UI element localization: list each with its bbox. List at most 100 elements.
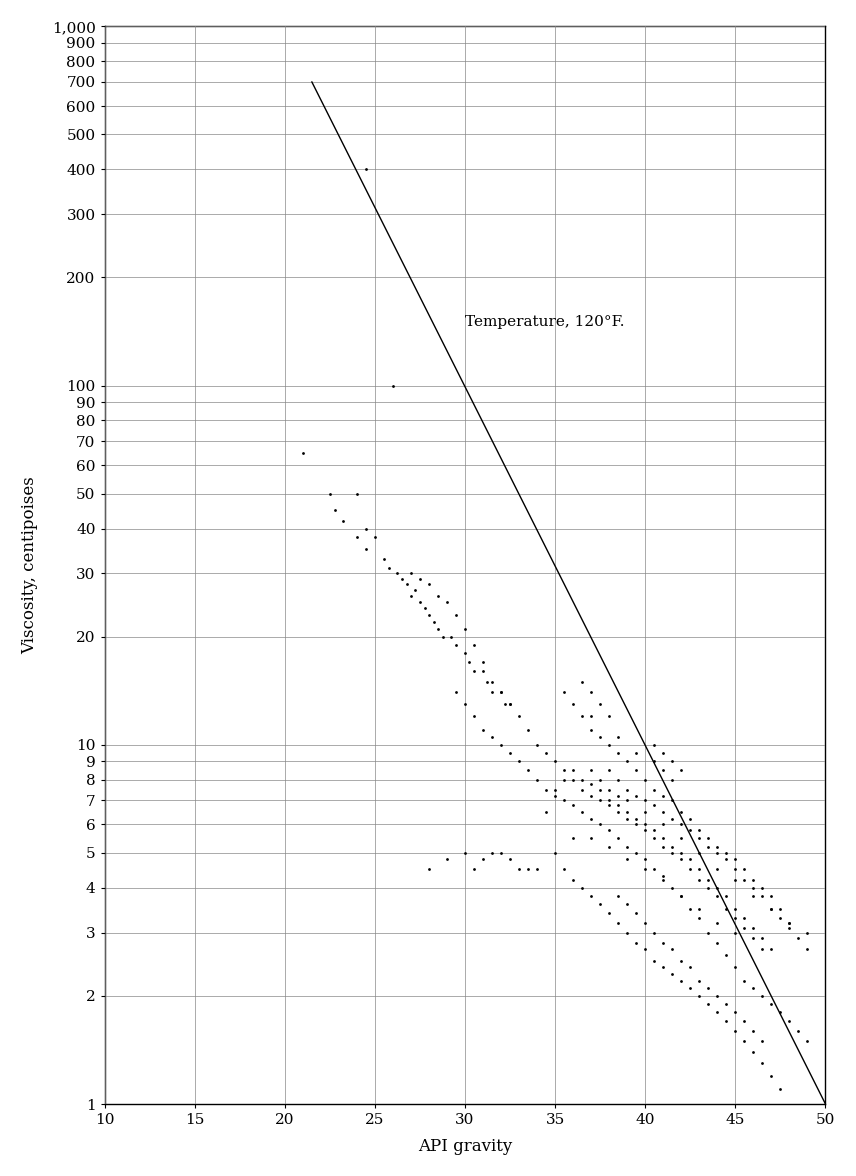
Point: [657, 815, 670, 834]
Y-axis label: Viscosity, centipoises: Viscosity, centipoises: [21, 476, 38, 654]
Point: [629, 810, 643, 829]
Point: [782, 913, 796, 931]
Point: [657, 802, 670, 821]
Point: [629, 934, 643, 953]
Point: [683, 958, 697, 977]
Point: [611, 728, 625, 747]
Point: [639, 860, 652, 878]
Point: [476, 721, 490, 740]
Point: [657, 870, 670, 889]
Point: [359, 540, 372, 559]
Point: [657, 867, 670, 886]
Point: [419, 599, 432, 617]
Point: [675, 951, 688, 970]
Point: [675, 887, 688, 906]
Point: [557, 761, 571, 780]
Text: Temperature, 120°F.: Temperature, 120°F.: [465, 315, 625, 329]
Point: [359, 160, 372, 179]
Point: [449, 683, 463, 702]
Point: [720, 843, 734, 862]
Point: [443, 627, 457, 646]
Point: [539, 802, 553, 821]
Point: [693, 843, 706, 862]
Point: [593, 780, 607, 799]
Point: [675, 887, 688, 906]
Point: [702, 995, 716, 1014]
Point: [611, 787, 625, 806]
Point: [611, 802, 625, 821]
Point: [756, 940, 770, 958]
Point: [437, 627, 450, 646]
Point: [738, 1011, 752, 1030]
Point: [336, 512, 349, 530]
Point: [585, 774, 598, 793]
Point: [431, 587, 445, 606]
Point: [575, 878, 589, 897]
Point: [530, 735, 544, 754]
Point: [404, 564, 418, 583]
Point: [657, 787, 670, 806]
Point: [530, 860, 544, 878]
Point: [485, 728, 499, 747]
Point: [413, 569, 427, 588]
Point: [368, 527, 382, 546]
Point: [764, 900, 778, 918]
Point: [728, 908, 742, 927]
Point: [593, 695, 607, 714]
Point: [774, 1080, 788, 1098]
Point: [800, 923, 814, 942]
Point: [693, 987, 706, 1005]
Point: [621, 810, 634, 829]
Point: [647, 821, 661, 840]
Point: [693, 821, 706, 840]
Point: [485, 673, 499, 691]
Point: [386, 376, 400, 395]
Point: [603, 821, 616, 840]
Point: [585, 829, 598, 848]
Point: [665, 843, 679, 862]
Point: [639, 913, 652, 931]
Point: [647, 923, 661, 942]
Point: [494, 683, 508, 702]
Point: [383, 559, 396, 577]
Point: [377, 549, 391, 568]
Point: [329, 501, 342, 520]
Point: [629, 743, 643, 762]
Point: [746, 978, 760, 997]
Point: [458, 620, 472, 639]
Point: [738, 870, 752, 889]
Point: [746, 1042, 760, 1061]
Point: [476, 653, 490, 671]
Point: [575, 770, 589, 789]
Point: [458, 843, 472, 862]
Point: [611, 770, 625, 789]
Point: [683, 850, 697, 869]
Point: [746, 870, 760, 889]
Point: [422, 860, 436, 878]
Point: [585, 707, 598, 726]
Point: [449, 635, 463, 654]
Point: [746, 887, 760, 906]
Point: [647, 951, 661, 970]
Point: [549, 751, 562, 770]
Point: [407, 581, 421, 600]
Point: [710, 934, 724, 953]
Point: [665, 837, 679, 856]
Point: [647, 795, 661, 814]
Point: [567, 761, 580, 780]
Point: [756, 1054, 770, 1073]
Point: [728, 1021, 742, 1040]
Point: [350, 485, 364, 503]
Point: [629, 787, 643, 806]
Point: [567, 829, 580, 848]
Point: [738, 918, 752, 937]
Point: [675, 802, 688, 821]
Point: [693, 908, 706, 927]
Point: [693, 870, 706, 889]
Point: [603, 903, 616, 922]
Point: [657, 934, 670, 953]
Point: [675, 761, 688, 780]
Point: [575, 673, 589, 691]
Point: [467, 662, 481, 681]
Point: [549, 843, 562, 862]
